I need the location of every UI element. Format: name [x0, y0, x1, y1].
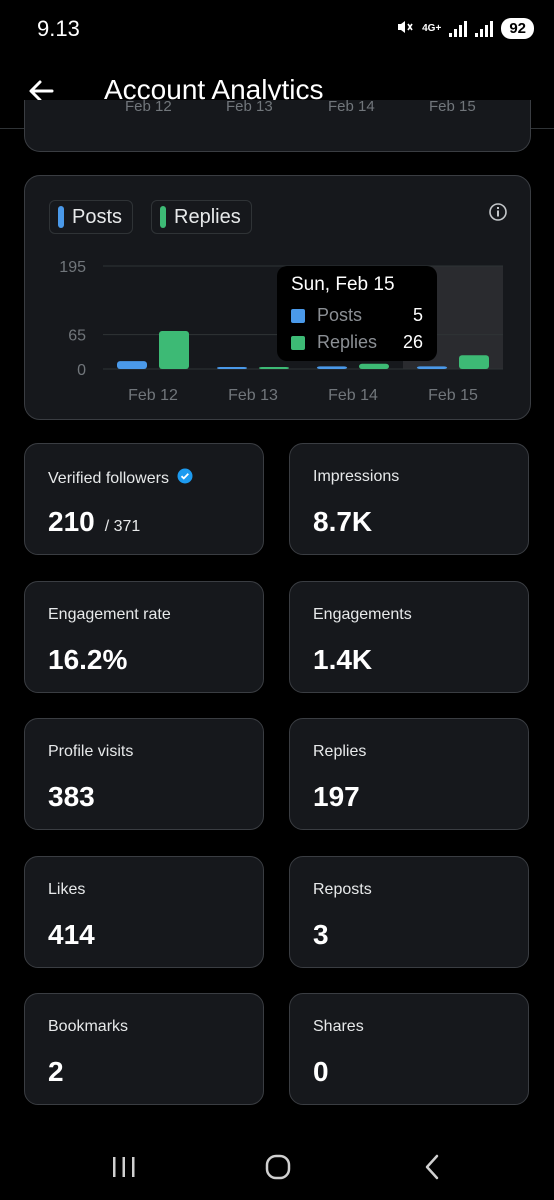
stat-value: 3: [313, 919, 329, 950]
prev-axis-label: Feb 15: [429, 100, 476, 115]
stat-card-replies[interactable]: Replies 197: [289, 718, 529, 830]
bar-replies: [459, 355, 489, 369]
y-tick-label: 195: [59, 259, 86, 276]
legend-label: Replies: [174, 205, 241, 228]
stat-label: Verified followers: [48, 469, 169, 487]
prev-axis-label: Feb 13: [226, 100, 273, 115]
bar-posts: [117, 361, 147, 369]
info-icon[interactable]: [488, 202, 508, 222]
stat-label: Bookmarks: [48, 1018, 129, 1035]
bar-posts: [417, 366, 447, 369]
stat-card-shares[interactable]: Shares 0: [289, 993, 529, 1105]
posts-swatch: [58, 206, 64, 228]
bar-replies: [359, 363, 389, 369]
stat-label: Replies: [313, 743, 367, 760]
stat-value: 0: [313, 1056, 329, 1087]
stat-value: 210: [48, 506, 95, 537]
signal-icon: [475, 20, 494, 37]
stat-value: 8.7K: [313, 506, 373, 537]
home-icon[interactable]: [258, 1150, 298, 1184]
stat-card-impressions[interactable]: Impressions 8.7K: [289, 443, 529, 555]
page-title: Account Analytics: [104, 74, 324, 105]
tooltip-title: Sun, Feb 15: [291, 274, 395, 295]
stat-label: Engagement rate: [48, 606, 171, 623]
stat-card-profile-visits[interactable]: Profile visits 383: [24, 718, 264, 830]
x-tick-label: Feb 14: [328, 387, 378, 404]
tooltip-row-replies: Replies 26: [291, 329, 423, 356]
replies-swatch: [160, 206, 166, 228]
stat-value: 2: [48, 1056, 64, 1087]
stat-label: Shares: [313, 1018, 364, 1035]
stat-card-verified-followers[interactable]: Verified followers 210 / 371: [24, 443, 264, 555]
x-tick-label: Feb 15: [428, 387, 478, 404]
prev-axis-label: Feb 12: [125, 100, 172, 115]
mute-icon: [396, 18, 414, 39]
bar-posts: [317, 366, 347, 369]
tooltip-series-name: Posts: [317, 305, 363, 325]
back-arrow-icon[interactable]: [24, 74, 58, 108]
bar-posts: [217, 367, 247, 369]
stat-value: 383: [48, 781, 95, 812]
legend-posts[interactable]: Posts: [49, 200, 134, 234]
stat-value: 197: [313, 781, 360, 812]
system-nav-bar: [0, 1130, 554, 1200]
stat-sub-value: / 371: [104, 518, 141, 535]
activity-chart-card: Posts Replies 195 65 0 Feb 12 Feb 13 Feb 14 Fe…: [24, 175, 531, 420]
bar-replies: [159, 330, 189, 369]
legend-replies[interactable]: Replies: [151, 200, 252, 234]
replies-swatch: [291, 335, 305, 350]
tooltip-row-posts: Posts 5: [291, 302, 423, 329]
tooltip-series-value: 26: [402, 332, 423, 352]
signal-icon: [449, 20, 468, 37]
stat-value: 16.2%: [48, 644, 128, 675]
x-tick-label: Feb 13: [228, 387, 278, 404]
stat-card-bookmarks[interactable]: Bookmarks 2: [24, 993, 264, 1105]
status-icons: 4G+ 92: [396, 18, 534, 39]
posts-swatch: [291, 308, 305, 323]
x-tick-label: Feb 12: [128, 387, 178, 404]
bar-replies: [259, 367, 289, 369]
tooltip-series-name: Replies: [317, 332, 378, 352]
stat-label: Likes: [48, 881, 86, 898]
y-tick-label: 65: [68, 328, 86, 345]
stat-label: Reposts: [313, 881, 372, 898]
stat-value-row: 210 / 371: [48, 506, 140, 538]
battery-icon: 92: [501, 18, 534, 39]
stat-card-engagements[interactable]: Engagements 1.4K: [289, 581, 529, 693]
stat-value: 414: [48, 919, 95, 950]
chart-tooltip: Sun, Feb 15 Posts 5 Replies 26: [277, 266, 437, 361]
recent-apps-icon[interactable]: [104, 1150, 144, 1184]
stat-card-likes[interactable]: Likes 414: [24, 856, 264, 968]
stat-card-engagement-rate[interactable]: Engagement rate 16.2%: [24, 581, 264, 693]
stat-label: Impressions: [313, 468, 400, 485]
tooltip-series-value: 5: [412, 305, 423, 325]
stat-label: Profile visits: [48, 743, 134, 760]
prev-axis-label: Feb 14: [328, 100, 375, 115]
legend-label: Posts: [72, 205, 123, 228]
y-tick-label: 0: [77, 362, 86, 379]
stat-value: 1.4K: [313, 644, 373, 675]
previous-chart-card: Feb 12 Feb 13 Feb 14 Feb 15: [24, 100, 531, 152]
stat-card-reposts[interactable]: Reposts 3: [289, 856, 529, 968]
stat-label: Engagements: [313, 606, 412, 623]
verified-badge-icon: [177, 468, 193, 489]
back-nav-icon[interactable]: [414, 1150, 454, 1184]
status-time: 9.13: [37, 16, 80, 41]
stat-label-row: Verified followers: [48, 468, 193, 489]
status-bar: 9.13 4G+ 92: [0, 0, 554, 60]
network-label: 4G+: [422, 23, 442, 34]
